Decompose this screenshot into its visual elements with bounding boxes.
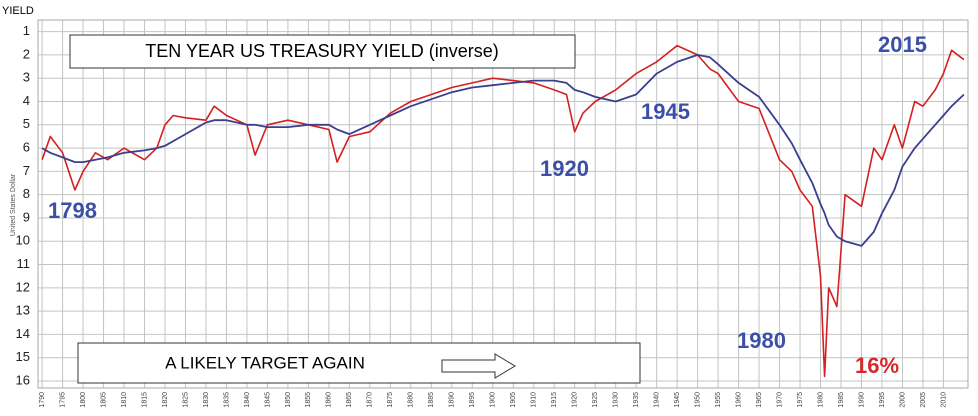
- x-tick-label: 2000: [899, 392, 906, 408]
- x-tick-label: 1885: [428, 392, 435, 408]
- annotation: 1945: [641, 99, 690, 124]
- x-tick-label: 1965: [756, 392, 763, 408]
- x-tick-label: 1845: [264, 392, 271, 408]
- y-tick-label: 5: [23, 116, 30, 131]
- x-tick-label: 1825: [182, 392, 189, 408]
- x-tick-label: 1795: [59, 392, 66, 408]
- x-tick-label: 1955: [715, 392, 722, 408]
- x-tick-label: 1890: [449, 392, 456, 408]
- x-tick-label: 1910: [531, 392, 538, 408]
- x-tick-label: 1920: [572, 392, 579, 408]
- chart-title: TEN YEAR US TREASURY YIELD (inverse): [145, 41, 498, 61]
- grid: [37, 19, 969, 389]
- x-tick-label: 1935: [633, 392, 640, 408]
- x-tick-label: 1800: [80, 392, 87, 408]
- annotation: 1920: [540, 156, 589, 181]
- x-tick-label: 1805: [100, 392, 107, 408]
- y-tick-label: 6: [23, 140, 30, 155]
- y-tick-label: 4: [23, 93, 30, 108]
- y-tick-label: 1: [23, 23, 30, 38]
- x-tick-label: 1925: [592, 392, 599, 408]
- x-tick-label: 1990: [858, 392, 865, 408]
- x-tick-label: 1895: [469, 392, 476, 408]
- x-tick-label: 1900: [490, 392, 497, 408]
- y-tick-label: 2: [23, 46, 30, 61]
- x-tick-label: 1870: [367, 392, 374, 408]
- y-tick-label: 9: [23, 209, 30, 224]
- x-tick-label: 1980: [817, 392, 824, 408]
- x-tick-label: 1875: [387, 392, 394, 408]
- plot-frame: [37, 19, 969, 389]
- x-tick-label: 1915: [551, 392, 558, 408]
- series-line: [41, 54, 965, 247]
- y-tick-label: 7: [23, 163, 30, 178]
- x-tick-label: 1905: [510, 392, 517, 408]
- x-tick-label: 1995: [879, 392, 886, 408]
- annotation: 1980: [737, 328, 786, 353]
- x-tick-label: 1930: [613, 392, 620, 408]
- x-tick-label: 1945: [674, 392, 681, 408]
- x-tick-label: 1815: [141, 392, 148, 408]
- annotations: 1798 1920 1945 1980 2015 16%: [48, 32, 927, 378]
- arrow: [441, 353, 516, 379]
- x-tick-label: 1960: [735, 392, 742, 408]
- annotation: 1798: [48, 198, 97, 223]
- x-tick-label: 1970: [776, 392, 783, 408]
- x-tick-label: 1880: [408, 392, 415, 408]
- series-line: [41, 44, 965, 378]
- subtitle: A LIKELY TARGET AGAIN: [165, 353, 365, 372]
- x-tick-label: 1835: [223, 392, 230, 408]
- x-tick-label: 1830: [203, 392, 210, 408]
- annotation: 16%: [855, 353, 899, 378]
- x-tick-label: 2010: [940, 392, 947, 408]
- x-tick-label: 1840: [244, 392, 251, 408]
- x-tick-label: 1855: [305, 392, 312, 408]
- y-tick-label: 12: [16, 279, 30, 294]
- y-tick-label: 3: [23, 70, 30, 85]
- x-tick-label: 1850: [285, 392, 292, 408]
- y-tick-label: 14: [16, 326, 30, 341]
- x-tick-label: 1975: [797, 392, 804, 408]
- x-tick-label: 1820: [162, 392, 169, 408]
- x-tick-label: 1940: [653, 392, 660, 408]
- y-tick-label: 15: [16, 349, 30, 364]
- x-tick-label: 1985: [838, 392, 845, 408]
- x-tick-label: 2005: [920, 392, 927, 408]
- y-axis-label: YIELD: [2, 5, 34, 17]
- x-tick-label: 1790: [39, 392, 46, 408]
- x-tick-label: 1810: [121, 392, 128, 408]
- title-box: [69, 34, 576, 69]
- x-tick-label: 1950: [694, 392, 701, 408]
- annotation: 2015: [878, 32, 927, 57]
- y-tick-label: 13: [16, 303, 30, 318]
- y-axis-note: United States Dollar: [10, 173, 17, 236]
- x-tick-label: 1860: [326, 392, 333, 408]
- y-tick-label: 8: [23, 186, 30, 201]
- subtitle-box: [77, 342, 641, 384]
- lines: [41, 44, 965, 378]
- x-tick-label: 1865: [346, 392, 353, 408]
- y-tick-label: 10: [16, 233, 30, 248]
- y-tick-label: 16: [16, 372, 30, 387]
- y-tick-label: 11: [17, 256, 31, 271]
